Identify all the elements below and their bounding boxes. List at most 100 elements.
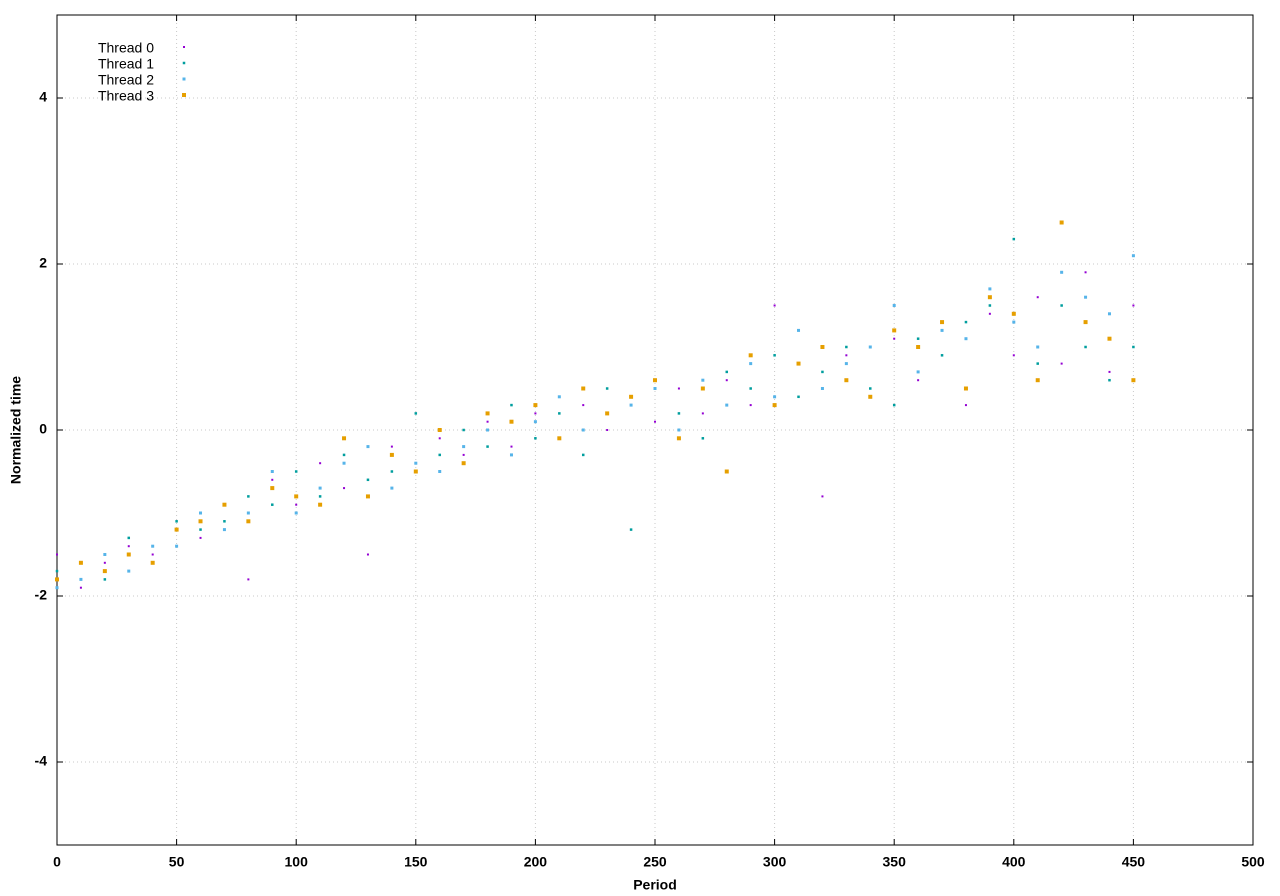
point (940, 328, 944, 332)
point (462, 453, 465, 456)
plot-frame (56, 14, 1254, 846)
point (725, 370, 729, 374)
point (916, 337, 920, 340)
point (365, 494, 370, 499)
point (701, 437, 705, 440)
point (438, 470, 442, 473)
legend-label: Thread 2 (98, 72, 154, 88)
point (486, 445, 489, 448)
point (126, 552, 131, 557)
point (653, 378, 657, 383)
point (390, 486, 394, 490)
point (294, 470, 298, 473)
point (246, 511, 250, 515)
point (845, 354, 848, 357)
x-tick-label: 250 (643, 854, 667, 870)
point (749, 362, 753, 366)
point (868, 394, 873, 399)
point (629, 528, 633, 531)
point (103, 578, 107, 581)
point (247, 578, 250, 581)
y-tick-label: -4 (35, 753, 48, 769)
legend-marker (182, 93, 186, 97)
point (1060, 304, 1063, 307)
point (150, 560, 155, 565)
point (1083, 320, 1088, 325)
point (79, 586, 82, 589)
point (677, 412, 681, 415)
point (677, 428, 681, 432)
y-tick-label: 0 (39, 421, 47, 437)
point (581, 453, 585, 457)
point (629, 394, 634, 399)
point (510, 403, 513, 407)
point (773, 354, 776, 357)
point (151, 544, 155, 548)
point (964, 337, 968, 341)
point (414, 412, 418, 415)
point (773, 395, 777, 399)
point (390, 470, 394, 473)
point (1084, 345, 1087, 349)
point (127, 545, 130, 548)
point (294, 511, 298, 515)
point (1036, 296, 1039, 299)
point (1012, 354, 1015, 357)
point (127, 536, 131, 540)
point (773, 304, 776, 307)
point (319, 462, 322, 465)
point (127, 569, 131, 573)
point (1107, 312, 1111, 316)
point (677, 387, 680, 390)
point (1107, 336, 1112, 341)
point (892, 328, 897, 333)
point (820, 387, 824, 390)
point (318, 486, 322, 490)
point (557, 436, 562, 441)
x-tick-label: 400 (1002, 854, 1026, 870)
point (294, 494, 299, 499)
point (175, 544, 179, 548)
point (270, 470, 274, 473)
x-tick-label: 350 (883, 854, 907, 870)
y-axis-label: Normalized time (8, 376, 24, 484)
point (318, 502, 323, 507)
point (437, 428, 442, 432)
point (485, 411, 490, 416)
point (557, 395, 561, 399)
point (701, 412, 704, 415)
point (342, 461, 346, 465)
point (1132, 304, 1135, 307)
point (1011, 311, 1016, 316)
point (271, 478, 274, 481)
point (725, 403, 729, 407)
point (55, 569, 59, 573)
point (199, 536, 202, 539)
point (796, 361, 801, 366)
point (605, 387, 609, 390)
point (55, 577, 59, 582)
point (605, 411, 610, 416)
point (103, 561, 106, 564)
point (869, 387, 872, 390)
point (1084, 295, 1088, 299)
point (1012, 237, 1016, 241)
point (175, 520, 178, 523)
x-tick-label: 150 (404, 854, 428, 870)
point (725, 379, 728, 382)
x-axis-label: Period (633, 877, 677, 893)
point (844, 362, 848, 366)
point (892, 304, 896, 307)
point (151, 553, 154, 556)
y-tick-label: 4 (39, 89, 47, 105)
point (1060, 362, 1063, 365)
point (533, 420, 537, 424)
point (366, 553, 369, 556)
point (654, 420, 656, 423)
point (198, 519, 203, 524)
y-tick-label: -2 (35, 587, 48, 603)
legend-label: Thread 3 (98, 88, 154, 104)
point (295, 503, 298, 506)
point (79, 577, 83, 581)
point (486, 428, 490, 432)
